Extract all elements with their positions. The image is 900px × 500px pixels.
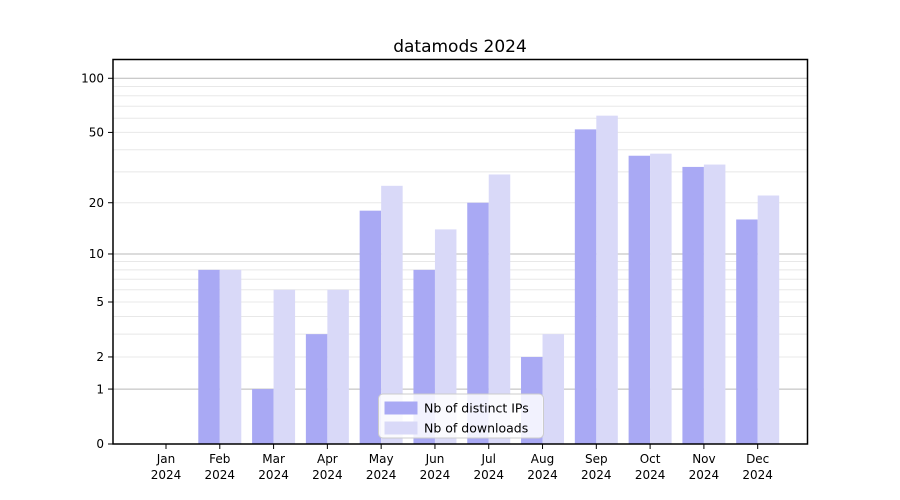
x-tick-label-year: 2024: [151, 468, 182, 482]
bar-distinct-ips: [736, 219, 758, 444]
x-tick-label-year: 2024: [742, 468, 773, 482]
x-tick-label-month: Aug: [531, 452, 554, 466]
legend-label: Nb of distinct IPs: [424, 400, 529, 415]
x-tick-label-month: Sep: [585, 452, 608, 466]
y-tick-label: 100: [81, 71, 104, 85]
x-tick-label-year: 2024: [205, 468, 236, 482]
x-tick-label-year: 2024: [635, 468, 666, 482]
chart-title: datamods 2024: [393, 37, 527, 57]
x-tick-label-year: 2024: [258, 468, 289, 482]
bar-distinct-ips: [682, 166, 704, 445]
x-tick-label-year: 2024: [312, 468, 343, 482]
legend-swatch: [384, 401, 418, 415]
bar-downloads: [434, 229, 457, 444]
x-tick-label-month: Jul: [480, 452, 495, 466]
legend-swatch: [384, 421, 418, 435]
bar-distinct-ips: [628, 155, 651, 445]
bar-downloads: [650, 153, 672, 444]
y-tick-label: 5: [96, 295, 104, 309]
y-tick-labels: 0 1 2 5 10 20 50 100: [81, 71, 104, 451]
x-tick-labels: Jan 2024 Feb 2024 Mar 2024 Apr 2024 May 2024 Jun 20…: [151, 452, 773, 482]
y-tick-label: 1: [96, 382, 104, 396]
bar-distinct-ips: [305, 334, 328, 444]
bar-downloads: [596, 115, 618, 445]
bar-distinct-ips: [198, 269, 220, 444]
x-tick-label-month: Jan: [156, 452, 176, 466]
y-tick-label: 2: [96, 350, 104, 364]
y-tick-label: 50: [89, 126, 104, 140]
x-tick-label-month: May: [369, 452, 394, 466]
tick-marks: [108, 77, 759, 449]
bar-distinct-ips: [574, 129, 597, 444]
legend-box: [378, 393, 544, 439]
x-tick-label-month: Mar: [262, 452, 285, 466]
bar-downloads: [273, 289, 296, 444]
bar-distinct-ips: [252, 389, 274, 444]
legend: Nb of distinct IPs Nb of downloads: [378, 393, 544, 439]
axes-spines: [112, 58, 809, 445]
y-tick-label: 20: [89, 196, 104, 210]
x-tick-label-year: 2024: [689, 468, 720, 482]
plot-border: [112, 58, 809, 445]
x-tick-label-year: 2024: [581, 468, 612, 482]
x-tick-label-month: Feb: [209, 452, 230, 466]
x-tick-label-year: 2024: [366, 468, 397, 482]
bars: [198, 115, 780, 445]
bar-downloads: [757, 195, 780, 444]
x-tick-label-month: Oct: [640, 452, 661, 466]
bar-downloads: [488, 174, 511, 445]
bar-distinct-ips: [467, 202, 489, 444]
y-tick-label: 10: [89, 247, 104, 261]
bar-downloads: [381, 185, 403, 444]
bar-downloads: [327, 289, 349, 444]
x-tick-label-month: Apr: [317, 452, 338, 466]
x-tick-label-month: Dec: [746, 452, 769, 466]
x-tick-label-month: Nov: [692, 452, 715, 466]
bar-downloads: [542, 334, 565, 444]
bar-downloads: [219, 269, 242, 444]
bar-downloads: [703, 164, 726, 445]
y-tick-label: 0: [96, 437, 104, 451]
legend-label: Nb of downloads: [424, 420, 528, 435]
x-tick-label-month: Jun: [425, 452, 445, 466]
x-tick-label-year: 2024: [420, 468, 451, 482]
bar-distinct-ips: [359, 210, 382, 444]
x-tick-label-year: 2024: [527, 468, 558, 482]
x-tick-label-year: 2024: [473, 468, 504, 482]
